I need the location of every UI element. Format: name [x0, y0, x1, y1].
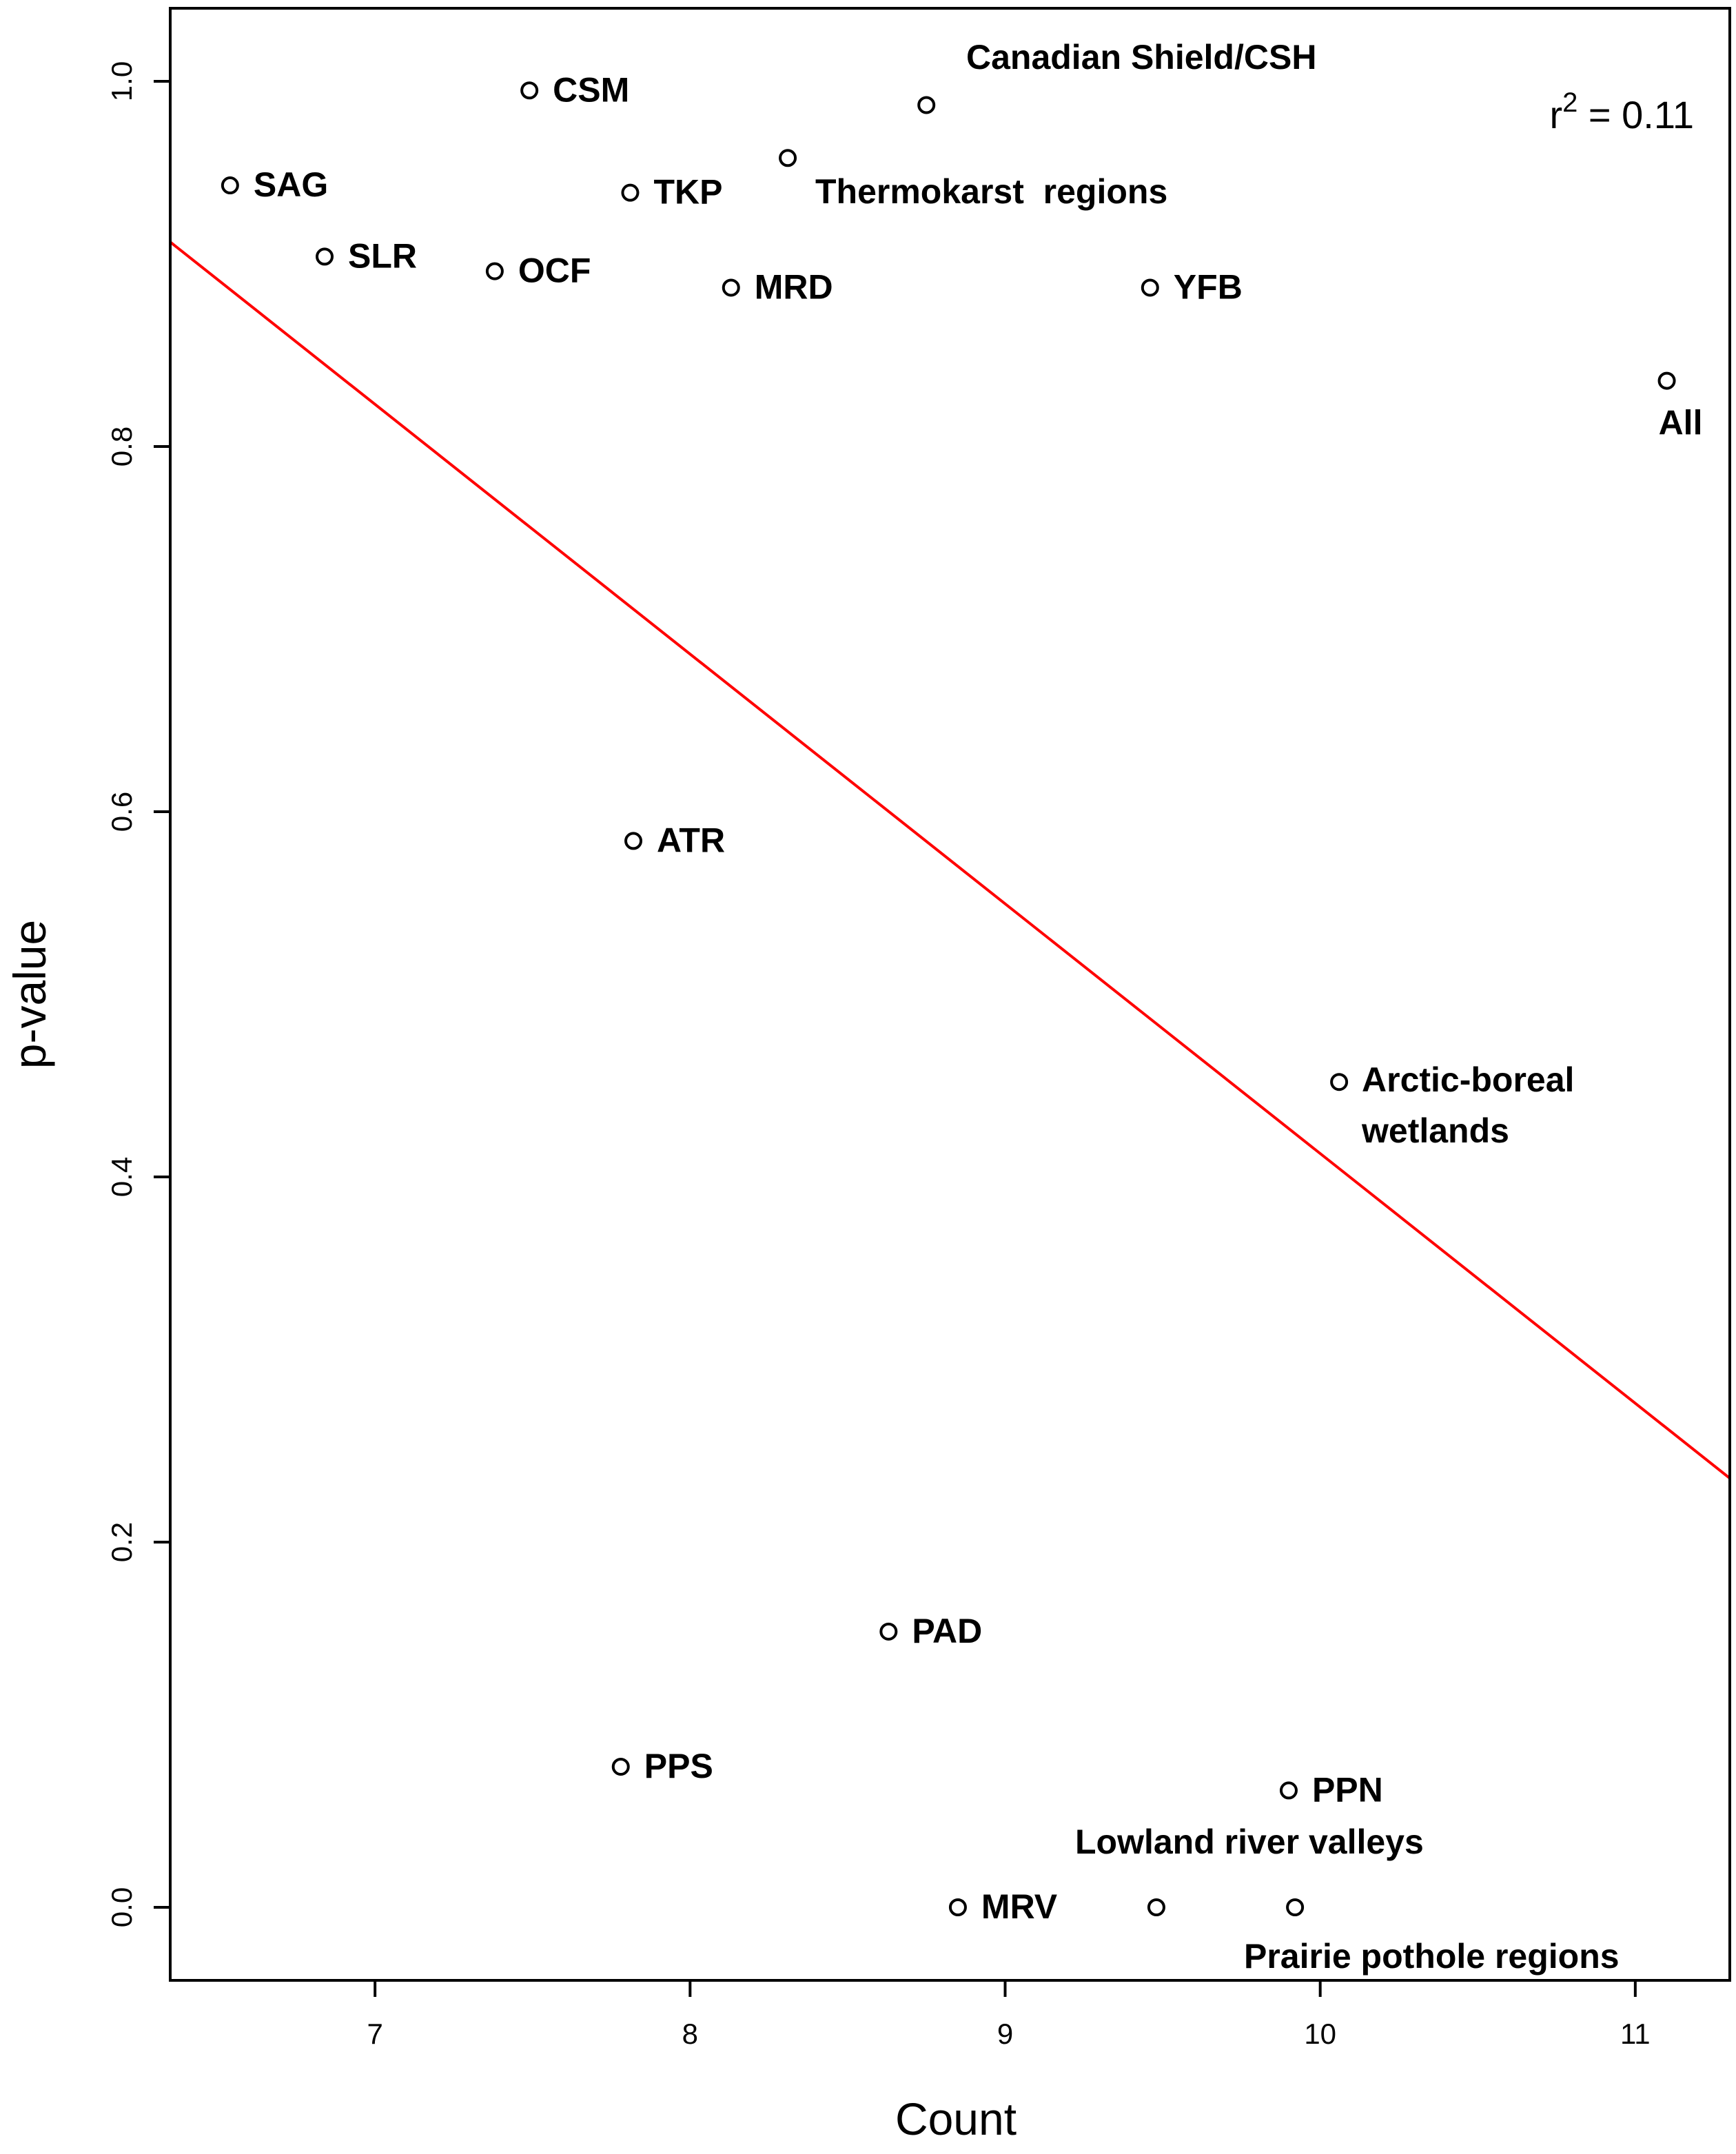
data-point-tkp [621, 183, 640, 202]
annotation-prairie-pothole-regions: Prairie pothole regions [1244, 1937, 1620, 1976]
data-point-csm [520, 81, 539, 100]
x-tick-label: 10 [1304, 2018, 1336, 2050]
data-point-mrd [722, 278, 740, 297]
y-tick-label: 0.6 [105, 792, 138, 832]
data-point-unlabeled-16 [1147, 1898, 1165, 1916]
r-squared-label: r2 = 0.11 [1549, 88, 1694, 136]
point-label-pad: PAD [912, 1612, 982, 1650]
y-tick-label: 0.4 [105, 1157, 138, 1197]
x-tick-label: 8 [682, 2018, 698, 2050]
y-tick-label: 0.2 [105, 1522, 138, 1562]
y-tick-label: 1.0 [105, 61, 138, 101]
annotation-wetlands: wetlands [1361, 1111, 1509, 1150]
data-point-pps [611, 1757, 630, 1776]
annotation-lowland-river-valleys: Lowland river valleys [1075, 1823, 1424, 1861]
x-tick-label: 7 [367, 2018, 382, 2050]
point-label-all: All [1659, 404, 1703, 442]
x-tick-label: 11 [1620, 2018, 1651, 2050]
annotation-arctic-boreal: Arctic-boreal [1362, 1060, 1574, 1099]
point-label-atr: ATR [657, 821, 725, 859]
data-point-unlabeled-17 [1286, 1898, 1305, 1916]
data-point-yfb [1141, 278, 1159, 297]
annotation-canadian-shield: Canadian Shield/CSH [966, 38, 1316, 76]
data-point-unlabeled-6 [779, 149, 797, 167]
data-point-atr [624, 832, 643, 850]
data-point-mrv [948, 1898, 967, 1916]
point-label-ocf: OCF [518, 252, 591, 290]
data-point-unlabeled-11 [1330, 1073, 1349, 1091]
regression-line [170, 240, 1730, 1479]
point-label-slr: SLR [348, 236, 417, 275]
point-label-mrd: MRD [755, 267, 833, 306]
point-label-csm: CSM [553, 70, 629, 109]
y-tick-label: 0.8 [105, 427, 138, 466]
data-point-ocf [485, 262, 504, 280]
data-point-sag [221, 176, 239, 195]
plot-frame [169, 7, 1731, 1982]
data-point-slr [316, 247, 334, 266]
data-point-pad [879, 1622, 898, 1641]
point-label-tkp: TKP [653, 173, 722, 212]
annotation-thermokarst-regions: Thermokarst regions [815, 172, 1167, 211]
data-point-unlabeled-7 [917, 96, 936, 114]
x-tick-label: 9 [997, 2018, 1013, 2050]
point-label-yfb: YFB [1174, 267, 1243, 306]
x-axis-title: Count [895, 2093, 1017, 2144]
y-tick-label: 0.0 [105, 1887, 138, 1927]
data-point-all [1657, 371, 1676, 390]
point-label-ppn: PPN [1312, 1770, 1383, 1809]
point-label-sag: SAG [254, 165, 328, 204]
y-axis-title: p-value [4, 920, 55, 1069]
point-label-mrv: MRV [981, 1887, 1058, 1926]
data-point-ppn [1279, 1781, 1298, 1800]
point-label-pps: PPS [644, 1747, 713, 1785]
